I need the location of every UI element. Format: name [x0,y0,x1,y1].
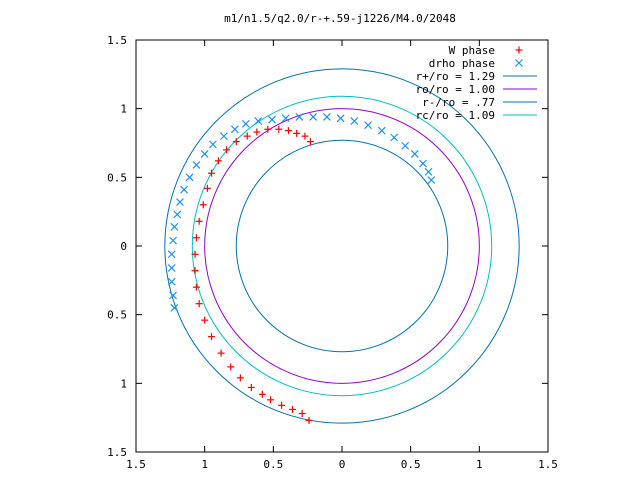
drho-phase-point [268,115,276,124]
w-phase-point [247,383,255,391]
chart-title: m1/n1.5/q2.0/r-+.59-j1226/M4.0/2048 [224,12,456,25]
w-phase-point [191,250,199,258]
drho-phase-point [170,303,179,312]
drho-phase-point [169,236,178,245]
w-phase-point [192,234,200,242]
drho-phase-point [377,126,386,135]
w-phase-point [267,396,275,404]
legend-label: rc/ro = 1.09 [416,109,495,122]
drho-phase-point [208,140,217,149]
drho-phase-point [309,112,318,121]
y-axis: 1.5 1 0.5 0 0.5 1 1.5 [107,34,548,459]
drho-phase-point [219,132,228,141]
w-phase-point [199,201,207,209]
y-tick-label: 0.5 [107,171,127,184]
y-tick-label: 1 [120,377,127,390]
w-phase-point [278,401,286,409]
w-phase-point [227,363,235,371]
y-tick-label: 1.5 [107,34,127,47]
w-phase-point [201,316,209,324]
w-phase-point [203,184,211,192]
circle-layer [164,68,520,424]
w-phase-point [289,405,297,413]
w-phase-point [232,138,240,146]
w-phase-point [217,349,225,357]
x-tick-label: 1.5 [126,458,146,471]
drho-phase-point [167,264,176,272]
drho-phase-point [401,141,410,150]
w-phase-point [306,138,314,146]
radius-circle [235,139,449,353]
w-phase-point [258,390,266,398]
x-tick-label: 1 [476,458,483,471]
y-tick-label: 1 [120,103,127,116]
w-phase-point [195,217,203,225]
drho-phase-point [192,161,201,169]
w-phase-point [191,267,199,275]
legend-label: r+/ro = 1.29 [416,70,495,83]
drho-phase-point [170,222,179,231]
legend-label: drho phase [429,57,495,70]
w-phase-point [223,146,231,154]
w-phase-point [298,410,306,418]
drho-phase-point [419,159,427,168]
drho-phase-point [427,176,436,185]
drho-phase-point [390,133,399,142]
drho-phase-point [410,150,419,158]
w-phase-point [305,416,313,424]
legend-label: ro/ro = 1.00 [416,83,495,96]
legend-marker [515,46,523,54]
drho-phase-point [173,210,182,219]
drho-phase-point [169,291,178,300]
drho-phase-point [167,277,176,286]
x-tick-label: 0.5 [263,458,283,471]
drho-phase-point [322,112,331,121]
y-tick-label: 0 [120,240,127,253]
legend-label: r-/ro = .77 [422,96,495,109]
drho-phase-point [241,119,250,128]
w-phase-point [275,125,283,133]
y-tick-label: 0.5 [107,309,127,322]
w-phase-point [236,374,244,382]
drho-phase-point [230,125,239,134]
drho-phase-point [200,150,209,158]
w-phase-point [301,132,309,140]
radius-circle [204,108,480,384]
drho-phase-point [336,114,345,123]
drho-phase-point [185,173,194,182]
legend-label: W phase [449,44,495,57]
w-phase-point [192,283,200,291]
w-phase-point [284,127,292,135]
w-phase-point [214,157,222,165]
radius-circle [191,95,493,397]
x-tick-label: 1 [201,458,208,471]
w-phase-point [293,129,301,137]
legend-marker [515,59,523,67]
x-tick-label: 1.5 [538,458,558,471]
radius-circle [164,68,520,424]
w-phase-point [243,132,251,140]
x-tick-label: 0.5 [401,458,421,471]
drho-phase-point [350,117,359,125]
drho-phase-point [254,117,263,125]
drho-phase-point [180,185,188,194]
drho-phase-point [167,250,176,259]
points-layer [167,112,436,424]
drho-phase-point [176,198,184,206]
drho-phase-point [364,121,373,130]
drho-phase-point [424,167,433,176]
drho-phase-point [281,114,290,123]
w-phase-point [264,125,272,133]
drho-phase-point [295,112,304,121]
x-axis: 1.5 1 0.5 0 0.5 1 1.5 [126,40,558,471]
w-phase-point [195,300,203,308]
x-tick-label: 0 [339,458,346,471]
w-phase-point [253,128,261,136]
w-phase-point [208,333,216,341]
w-phase-point [208,169,216,177]
y-tick-label: 1.5 [107,446,127,459]
